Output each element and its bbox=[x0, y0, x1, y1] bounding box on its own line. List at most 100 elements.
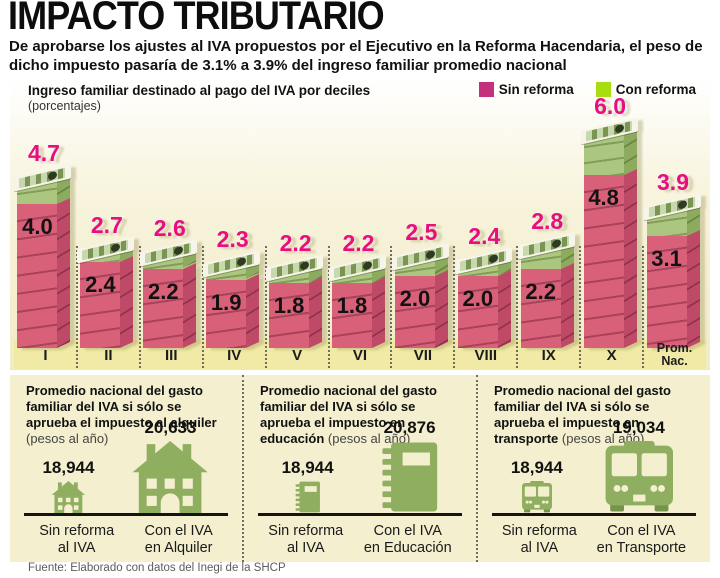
panel-item: 19,034 bbox=[601, 418, 678, 513]
bar-segment-sin-reforma bbox=[394, 269, 448, 348]
panel-heading-note: (pesos al año) bbox=[327, 431, 411, 446]
chart-column: 2.6 2.2 III bbox=[138, 78, 203, 370]
legend-swatch-con-reforma bbox=[595, 82, 611, 97]
bar-stack: 3.9 3.1 bbox=[643, 169, 701, 348]
panel-item: 20,633 bbox=[131, 418, 209, 513]
value-con-reforma: 3.9 bbox=[657, 168, 689, 195]
bar-segment-side bbox=[434, 269, 448, 348]
bar-segment-sin-reforma bbox=[206, 273, 260, 348]
value-con-reforma: 2.2 bbox=[279, 229, 312, 256]
legend-swatch-sin-reforma bbox=[478, 82, 494, 97]
panel: Promedio nacional del gasto familiar del… bbox=[476, 375, 710, 562]
source-note: Fuente: Elaborado con datos del Inegi de… bbox=[28, 562, 286, 574]
bar-stack: 2.6 2.2 bbox=[140, 215, 198, 348]
bar-segment-side bbox=[183, 262, 197, 348]
panel-chart: 18,944 20,633 bbox=[24, 418, 228, 516]
item-label: Sin reforma al IVA bbox=[501, 523, 577, 556]
item-value: 18,944 bbox=[42, 458, 95, 477]
legend-label-con-reforma: Con reforma bbox=[615, 82, 696, 97]
value-con-reforma: 2.3 bbox=[216, 226, 249, 253]
panels: Promedio nacional del gasto familiar del… bbox=[10, 375, 710, 562]
bus-icon bbox=[601, 441, 678, 513]
category-label: III bbox=[165, 346, 178, 364]
chart-title: Ingreso familiar destinado al pago del I… bbox=[28, 83, 371, 98]
value-sin-reforma: 1.8 bbox=[273, 293, 305, 319]
chart-columns: 4.7 4.0 I 2.7 2.4 II 2.6 2.2 III 2.3 1.9 IV 2.2 1.8 V 2… bbox=[14, 78, 706, 370]
item-label: Sin reforma al IVA bbox=[39, 523, 115, 556]
category-label: IX bbox=[541, 346, 556, 364]
house-icon bbox=[51, 481, 86, 513]
chart-column: 2.2 1.8 V bbox=[264, 78, 329, 370]
bar-stack: 2.7 2.4 bbox=[77, 212, 135, 348]
legend-label-sin-reforma: Sin reforma bbox=[498, 82, 574, 97]
bar-segment-side bbox=[246, 273, 260, 348]
bar-segment-side bbox=[560, 262, 574, 348]
notebook-icon bbox=[381, 441, 439, 513]
value-sin-reforma: 2.2 bbox=[147, 278, 179, 304]
bar-stack: 2.2 1.8 bbox=[266, 230, 324, 348]
bar-segment-sin-reforma bbox=[80, 255, 134, 348]
bar-segment-side bbox=[497, 269, 511, 348]
bar-segment-sin-reforma bbox=[143, 262, 197, 348]
item-value: 20,633 bbox=[144, 418, 197, 437]
bar-segment-side bbox=[371, 277, 385, 348]
category-label: X bbox=[606, 346, 617, 364]
value-sin-reforma: 4.8 bbox=[588, 185, 619, 211]
legend-item-con-reforma: Con reforma bbox=[595, 82, 696, 97]
bar-stack: 2.4 2.0 bbox=[454, 223, 512, 348]
value-sin-reforma: 1.8 bbox=[336, 293, 368, 319]
panel-item: 18,944 bbox=[42, 458, 94, 513]
panel-item: 20,876 bbox=[381, 418, 439, 513]
panel-chart: 18,944 19,034 bbox=[492, 418, 696, 516]
category-label: IV bbox=[227, 346, 242, 364]
value-sin-reforma: 1.9 bbox=[210, 289, 242, 315]
panel-heading: Promedio nacional del gasto familiar del… bbox=[494, 383, 700, 447]
item-value: 20,876 bbox=[383, 418, 436, 437]
category-label: I bbox=[43, 346, 48, 364]
legend-item-sin-reforma: Sin reforma bbox=[478, 82, 574, 97]
panel-heading-text: Promedio nacional del gasto familiar del… bbox=[26, 383, 217, 430]
value-sin-reforma: 3.1 bbox=[651, 246, 682, 272]
chart-column: 6.0 4.8 X bbox=[579, 78, 643, 370]
panel-heading: Promedio nacional del gasto familiar del… bbox=[260, 383, 466, 447]
chart-legend: Sin reforma Con reforma bbox=[478, 82, 696, 97]
bar-stack: 2.2 1.8 bbox=[328, 230, 386, 348]
value-sin-reforma: 2.0 bbox=[462, 286, 494, 311]
bar-segment-sin-reforma bbox=[646, 230, 700, 348]
category-label: VI bbox=[352, 346, 368, 364]
bar-segment-sin-reforma bbox=[269, 277, 323, 348]
value-con-reforma: 2.7 bbox=[90, 211, 123, 238]
bar-segment-sin-reforma bbox=[331, 277, 385, 348]
value-con-reforma: 2.4 bbox=[468, 222, 501, 249]
item-label: Con el IVA en Transporte bbox=[596, 523, 687, 556]
value-sin-reforma: 4.0 bbox=[22, 214, 53, 239]
bar-stack: 6.0 4.8 bbox=[580, 93, 638, 348]
panel-labels: Sin reforma al IVA Con el IVA en Alquiler bbox=[24, 523, 228, 557]
chart-column: 3.9 3.1 Prom. Nac. bbox=[642, 78, 706, 370]
chart-column: 2.4 2.0 VIII bbox=[453, 78, 517, 370]
bar-segment-sin-reforma bbox=[520, 262, 574, 348]
page-title: IMPACTO TRIBUTARIO bbox=[8, 0, 385, 38]
bar-segment-side bbox=[120, 255, 134, 348]
value-con-reforma: 2.2 bbox=[342, 229, 375, 256]
value-con-reforma: 4.7 bbox=[27, 139, 60, 166]
value-con-reforma: 2.6 bbox=[153, 215, 186, 242]
bar-stack: 2.3 1.9 bbox=[203, 226, 261, 348]
chart-column: 2.5 2.0 VII bbox=[390, 78, 454, 370]
chart-column: 2.7 2.4 II bbox=[75, 78, 140, 370]
chart-unit-label: (porcentajes) bbox=[28, 99, 101, 113]
value-con-reforma: 2.8 bbox=[531, 208, 564, 235]
bar-segment-sin-reforma bbox=[457, 269, 511, 348]
deciles-chart: Ingreso familiar destinado al pago del I… bbox=[10, 78, 710, 370]
bar-stack: 2.8 2.2 bbox=[517, 208, 575, 348]
item-label: Con el IVA en Alquiler bbox=[144, 523, 213, 556]
panel-heading: Promedio nacional del gasto familiar del… bbox=[26, 383, 232, 447]
item-value: 19,034 bbox=[612, 418, 665, 437]
chart-column: 4.7 4.0 I bbox=[14, 78, 77, 370]
bar-segment-side bbox=[686, 230, 700, 348]
value-sin-reforma: 2.4 bbox=[85, 271, 116, 297]
chart-column: 2.3 1.9 IV bbox=[201, 78, 266, 370]
notebook-icon bbox=[295, 481, 321, 513]
panel-item: 18,944 bbox=[511, 458, 563, 513]
